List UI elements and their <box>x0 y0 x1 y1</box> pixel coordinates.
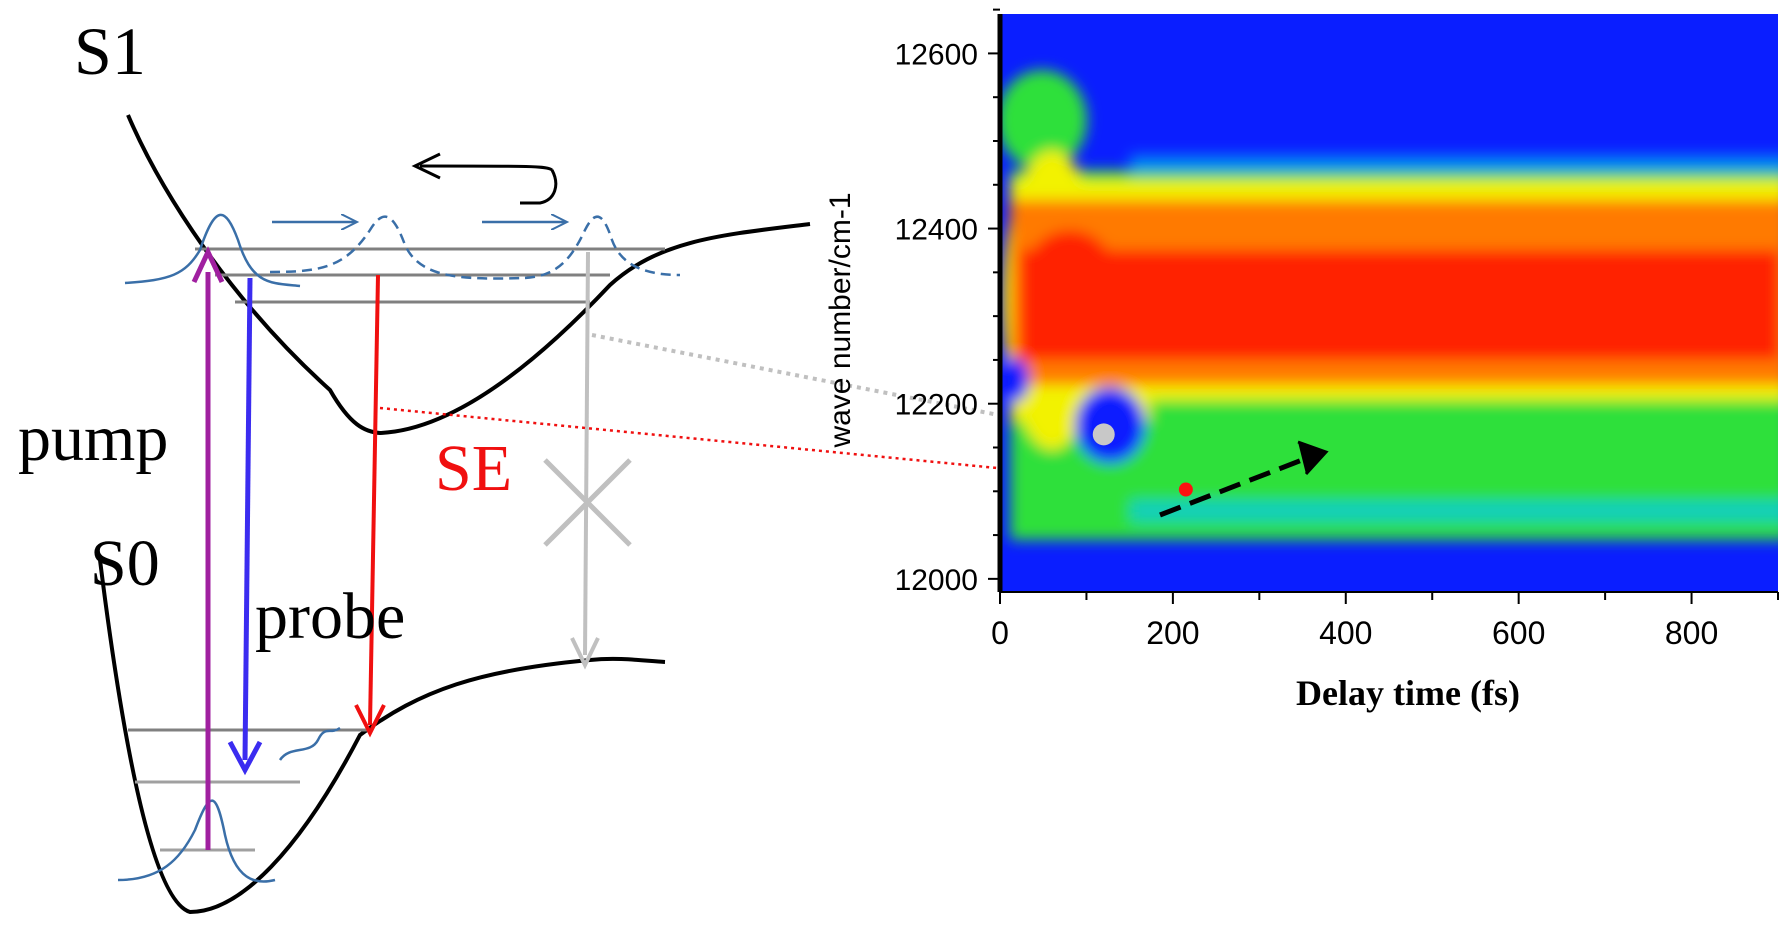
return-arrow-head <box>411 152 441 180</box>
grey-marker-dot <box>1092 423 1115 446</box>
blocked-cross-2 <box>543 458 632 547</box>
x-tick-label: 0 <box>991 615 1009 651</box>
trend-arrow-head <box>1297 440 1329 476</box>
red-marker-dot <box>1178 482 1193 497</box>
s1-wavepacket-dashed-1 <box>269 215 526 280</box>
spectrogram: 0 200 400 600 800 12600 12400 12200 12000 Delay… <box>824 8 1779 713</box>
x-ticks: 0 200 400 600 800 <box>991 592 1779 651</box>
s0-potential-curve <box>98 559 666 915</box>
probe-arrow <box>242 277 253 761</box>
x-tick-label: 600 <box>1492 615 1545 651</box>
spectrogram-image <box>1000 14 1778 591</box>
y-tick-label: 12400 <box>895 214 978 247</box>
return-arrow <box>419 164 558 205</box>
y-tick-label: 12600 <box>895 38 978 71</box>
x-tick-label: 200 <box>1146 615 1199 651</box>
se-label: SE <box>435 432 512 505</box>
s1-wavepacket <box>124 213 301 288</box>
s1-wavepacket-dashed-2 <box>524 215 681 280</box>
se-arrow-head <box>354 704 386 738</box>
y-tick-label: 12000 <box>895 564 978 597</box>
y-tick-label: 12200 <box>895 389 978 422</box>
s0-label: S0 <box>90 527 160 600</box>
pump-label: pump <box>18 402 168 475</box>
s1-label: S1 <box>74 13 146 89</box>
blocked-transition-arrow <box>583 251 590 656</box>
x-tick-label: 800 <box>1665 615 1718 651</box>
pump-arrow-head <box>191 246 225 284</box>
trend-arrow <box>1159 452 1316 518</box>
blocked-transition-arrow-head <box>570 637 600 670</box>
s0-squiggle <box>278 726 341 761</box>
probe-arrow-head <box>227 740 263 776</box>
x-axis-label: Delay time (fs) <box>1296 673 1520 713</box>
energy-diagram: S1 S0 pump probe SE <box>18 13 1183 915</box>
red-dotted-connector <box>379 406 1183 488</box>
y-ticks: 12600 12400 12200 12000 <box>895 8 1000 597</box>
s0-wavepacket <box>117 799 276 883</box>
x-tick-label: 400 <box>1319 615 1372 651</box>
probe-label: probe <box>255 580 405 653</box>
se-arrow <box>368 274 380 726</box>
y-axis-label: wave number/cm-1 <box>824 192 857 448</box>
